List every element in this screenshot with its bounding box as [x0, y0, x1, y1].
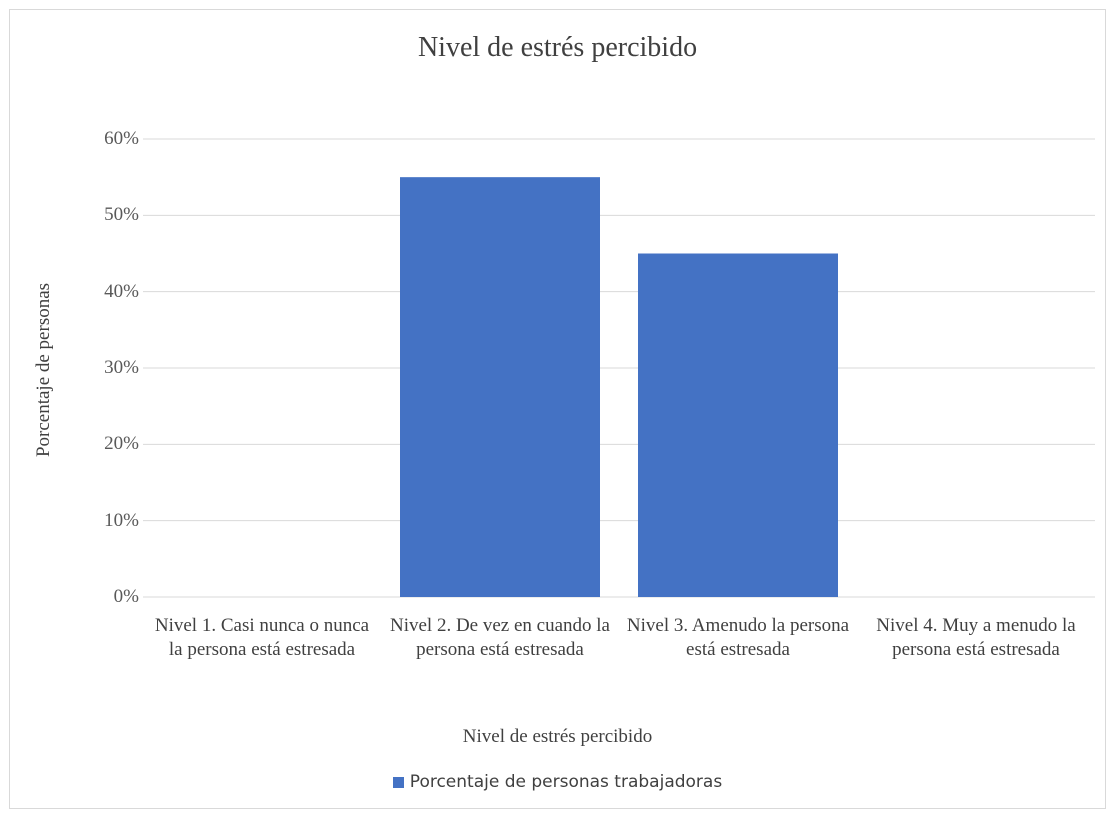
x-category-label: Nivel 1. Casi nunca o nunca la persona e… — [154, 615, 370, 660]
y-tick-label: 20% — [104, 433, 139, 455]
y-tick-label: 50% — [104, 204, 139, 226]
legend: Porcentaje de personas trabajadoras — [0, 772, 1115, 792]
legend-swatch — [392, 776, 404, 788]
chart-title: Nivel de estrés percibido — [417, 32, 698, 63]
y-tick-label: 0% — [113, 586, 139, 607]
bar — [638, 253, 838, 597]
y-tick-label: 30% — [104, 357, 139, 378]
y-axis-title: Porcentaje de personas — [33, 282, 54, 458]
x-category-label: Nivel 4. Muy a menudo la persona está es… — [876, 615, 1076, 660]
legend-label: Porcentaje de personas trabajadoras — [409, 772, 723, 792]
y-tick-label: 60% — [104, 128, 139, 149]
x-category-label: Nivel 3. Amenudo la persona está estresa… — [626, 615, 850, 660]
bar — [400, 177, 600, 597]
x-category-label: Nivel 2. De vez en cuando la persona est… — [390, 615, 610, 660]
x-axis-title: Nivel de estrés percibido — [462, 726, 653, 747]
y-tick-label: 40% — [104, 280, 139, 302]
y-tick-label: 10% — [104, 509, 139, 531]
